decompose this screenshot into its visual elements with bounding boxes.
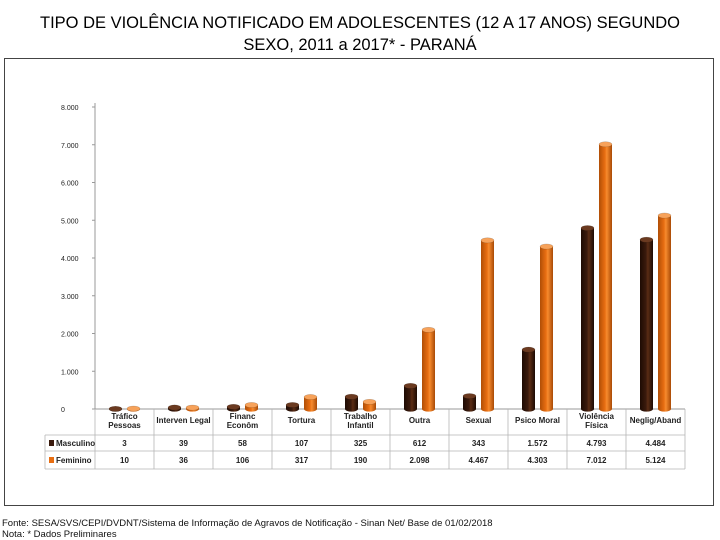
data-label-masculino: 58: [238, 439, 247, 448]
y-tick-label: 2.000: [61, 332, 79, 339]
data-label-feminino: 10: [120, 456, 129, 465]
bar-masculino: [404, 385, 417, 409]
bar-feminino: [599, 144, 612, 409]
bar-masculino-top: [521, 346, 536, 353]
bar-masculino-top: [580, 225, 595, 231]
bar-masculino-top: [462, 393, 477, 399]
data-label-feminino: 5.124: [645, 456, 666, 465]
category-label: Econôm: [227, 421, 259, 430]
category-label: Interven Legal: [156, 416, 210, 425]
data-label-masculino: 343: [472, 439, 486, 448]
category-label: Infantil: [347, 421, 373, 430]
bar-feminino-top: [362, 398, 377, 405]
y-tick-label: 6.000: [61, 181, 79, 188]
data-label-feminino: 36: [179, 456, 188, 465]
legend-key-feminino: [49, 457, 54, 463]
y-tick-label: 7.000: [61, 143, 79, 150]
footer-note: Nota: * Dados Preliminares: [2, 529, 117, 540]
category-label: Trabalho: [344, 412, 377, 421]
data-label-feminino: 4.467: [468, 456, 489, 465]
bar-feminino: [304, 397, 317, 409]
bar-masculino-top: [226, 403, 241, 410]
bar-feminino-top: [657, 212, 672, 219]
category-label: Física: [585, 421, 608, 430]
bar-masculino-top: [167, 404, 182, 411]
bar-feminino-top: [539, 243, 554, 250]
data-label-masculino: 325: [354, 439, 368, 448]
category-label: Neglig/Aband: [630, 416, 682, 425]
bar-feminino-top: [244, 402, 259, 408]
chart-title-line-1: TIPO DE VIOLÊNCIA NOTIFICADO EM ADOLESCE…: [40, 14, 680, 32]
chart-title-line-2: SEXO, 2011 a 2017* - PARANÁ: [243, 36, 477, 54]
chart-frame: 0 1.000 2.000 3.000 4.000 5.000 6.000 7.000 8.00…: [4, 58, 714, 506]
category-label: Psico Moral: [515, 416, 560, 425]
category-label: Pessoas: [108, 421, 141, 430]
bar-masculino-top: [344, 393, 359, 400]
bar-masculino-top: [108, 406, 123, 412]
bar-masculino: [463, 396, 476, 409]
data-label-feminino: 317: [295, 456, 309, 465]
data-label-masculino: 612: [413, 439, 427, 448]
data-label-feminino: 106: [236, 456, 250, 465]
data-label-feminino: 190: [354, 456, 368, 465]
chart-title: TIPO DE VIOLÊNCIA NOTIFICADO EM ADOLESCE…: [20, 12, 700, 56]
data-label-feminino: 7.012: [586, 456, 607, 465]
category-label: Tortura: [288, 416, 316, 425]
category-label: Outra: [409, 416, 431, 425]
bar-feminino: [481, 240, 494, 409]
bar-masculino: [345, 396, 358, 409]
bar-masculino-top: [403, 383, 418, 389]
bar-feminino-top: [126, 405, 141, 412]
bar-feminino: [422, 329, 435, 409]
bar-masculino-top: [639, 236, 654, 243]
y-tick-label: 5.000: [61, 218, 79, 225]
data-label-feminino: 2.098: [409, 456, 430, 465]
data-label-masculino: 1.572: [527, 439, 548, 448]
bar-chart: 0 1.000 2.000 3.000 4.000 5.000 6.000 7.000 8.00…: [44, 103, 686, 470]
y-tick-label: 0: [61, 407, 65, 414]
legend-label-masculino: Masculino: [56, 439, 95, 448]
bar-masculino-top: [285, 402, 300, 408]
bar-feminino-top: [421, 326, 436, 333]
data-label-masculino: 3: [122, 439, 127, 448]
y-tick-label: 1.000: [61, 369, 79, 376]
bar-feminino: [540, 246, 553, 409]
y-tick-label: 8.000: [61, 105, 79, 112]
category-label: Sexual: [466, 416, 492, 425]
footer: Fonte: SESA/SVS/CEPI/DVDNT/Sistema de In…: [2, 518, 493, 540]
data-label-masculino: 107: [295, 439, 309, 448]
y-tick-label: 3.000: [61, 294, 79, 301]
data-label-masculino: 39: [179, 439, 188, 448]
category-label: Financ: [230, 412, 256, 421]
y-tick-label: 4.000: [61, 256, 79, 263]
bar-feminino-top: [303, 394, 318, 400]
data-label-masculino: 4.793: [586, 439, 607, 448]
category-label: Violência: [579, 412, 615, 421]
bar-masculino: [640, 239, 653, 409]
bar-feminino-top: [480, 237, 495, 244]
bar-masculino: [522, 349, 535, 409]
data-label-feminino: 4.303: [527, 456, 548, 465]
bar-feminino-top: [598, 141, 613, 148]
footer-source: Fonte: SESA/SVS/CEPI/DVDNT/Sistema de In…: [2, 518, 493, 529]
bar-feminino: [363, 401, 376, 409]
legend-key-masculino: [49, 440, 54, 446]
bar-feminino: [658, 215, 671, 409]
legend-label-feminino: Feminino: [56, 456, 92, 465]
category-label: Tráfico: [111, 412, 137, 421]
bar-masculino: [581, 228, 594, 409]
bar-feminino-top: [185, 404, 200, 411]
data-label-masculino: 4.484: [645, 439, 666, 448]
